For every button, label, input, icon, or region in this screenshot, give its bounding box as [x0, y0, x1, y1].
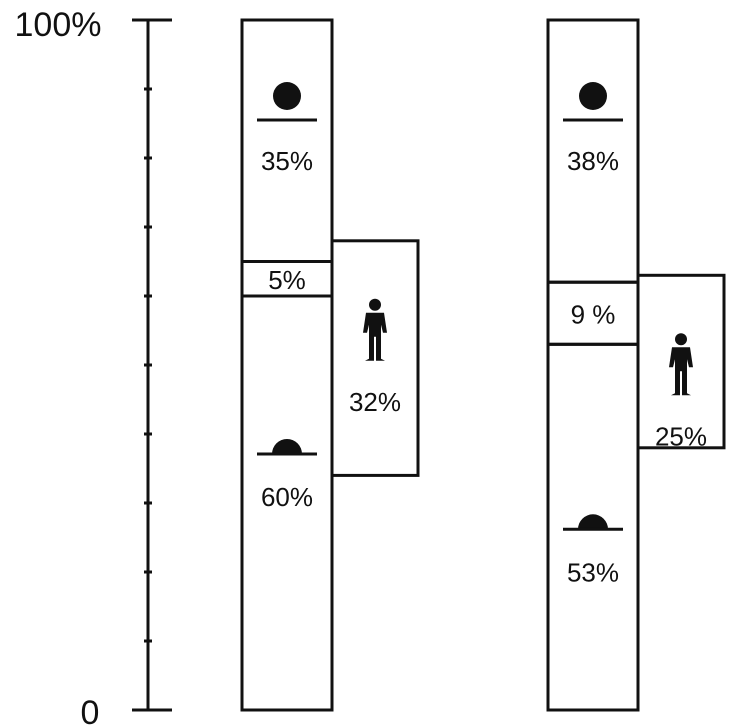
ball-on-ground-icon [563, 514, 623, 531]
segment-label: 38% [567, 146, 619, 176]
ball-above-line-icon [563, 82, 623, 122]
person-icon [669, 333, 693, 396]
side-box [330, 239, 420, 477]
bars: 60% 5% 35% 32% 53% 9 % 38% 25% [240, 18, 726, 712]
segment-label: 60% [261, 482, 313, 512]
axis-top-label: 100% [15, 6, 102, 44]
axis-bottom-label: 0 [81, 694, 100, 726]
segment-label: 5% [268, 265, 306, 295]
segment-label: 35% [261, 146, 313, 176]
segment-label: 53% [567, 557, 619, 587]
bar-segment [546, 18, 640, 284]
bar-segment [240, 18, 334, 263]
y-axis: 100% 0 [15, 6, 172, 726]
side-box [636, 273, 726, 450]
bar-1: 60% 5% 35% 32% [240, 18, 420, 712]
bar-2: 53% 9 % 38% 25% [546, 18, 726, 712]
side-box-label: 25% [655, 421, 707, 451]
side-box-label: 32% [349, 387, 401, 417]
segment-label: 9 % [571, 299, 616, 329]
ball-above-line-icon [257, 82, 317, 122]
person-icon [363, 298, 387, 361]
ball-on-ground-icon [257, 439, 317, 456]
